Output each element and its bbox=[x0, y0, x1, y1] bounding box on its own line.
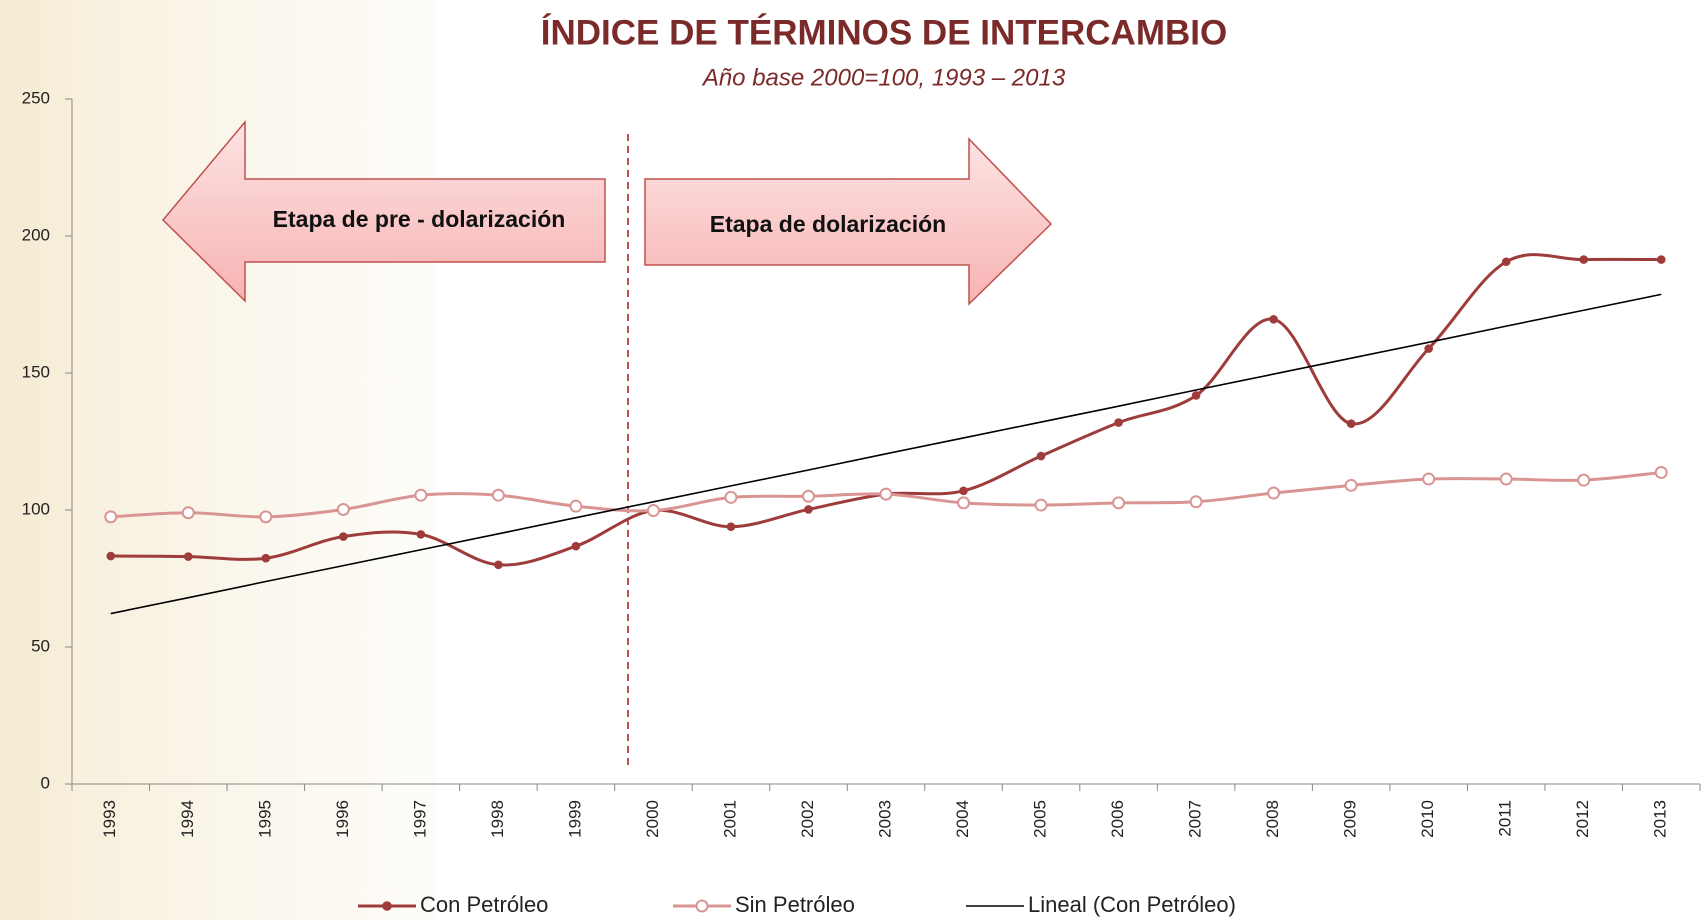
arrow-right bbox=[644, 137, 1053, 306]
y-tick-label: 0 bbox=[41, 773, 50, 792]
data-point bbox=[1577, 473, 1591, 487]
x-tick-label: 1997 bbox=[410, 800, 429, 838]
data-point bbox=[1579, 255, 1589, 264]
data-point bbox=[1114, 418, 1123, 427]
x-tick-label: 1996 bbox=[333, 800, 352, 838]
x-tick-label: 2011 bbox=[1496, 800, 1515, 837]
data-point bbox=[181, 506, 195, 520]
legend-marker bbox=[382, 901, 392, 911]
x-tick-label: 2000 bbox=[643, 800, 662, 838]
data-point bbox=[1346, 419, 1356, 428]
data-point bbox=[259, 510, 273, 524]
data-point bbox=[1269, 314, 1278, 324]
x-tick-label: 2012 bbox=[1573, 800, 1592, 838]
data-point bbox=[183, 552, 193, 561]
x-tick-label: 1993 bbox=[100, 800, 119, 838]
y-tick-label: 250 bbox=[22, 88, 50, 107]
x-tick-label: 1998 bbox=[488, 800, 507, 838]
data-point bbox=[339, 532, 348, 541]
data-point bbox=[1501, 257, 1511, 267]
x-tick-label: 1999 bbox=[565, 800, 584, 838]
data-point bbox=[261, 553, 271, 563]
x-tick-label: 2007 bbox=[1186, 800, 1205, 838]
x-tick-label: 2003 bbox=[875, 800, 894, 838]
x-tick-label: 2006 bbox=[1108, 800, 1127, 838]
data-point bbox=[569, 499, 583, 513]
data-point bbox=[879, 487, 893, 501]
legend-label: Lineal (Con Petróleo) bbox=[1028, 892, 1236, 917]
data-point bbox=[491, 488, 505, 502]
data-point bbox=[724, 490, 738, 504]
data-point bbox=[416, 530, 426, 539]
data-point bbox=[804, 505, 813, 514]
arrow-left bbox=[161, 119, 606, 303]
series-line bbox=[110, 293, 1662, 615]
data-point bbox=[959, 486, 968, 496]
data-point bbox=[1499, 472, 1513, 486]
data-point bbox=[1344, 478, 1358, 492]
x-tick-label: 2010 bbox=[1418, 800, 1437, 838]
x-tick-label: 2002 bbox=[798, 800, 817, 838]
x-tick-label: 1995 bbox=[255, 800, 274, 838]
data-point bbox=[106, 551, 116, 561]
annotation: Etapa de pre - dolarización bbox=[273, 206, 566, 232]
annotation: Etapa de dolarización bbox=[710, 211, 946, 237]
data-point bbox=[1422, 472, 1436, 486]
x-tick-label: 2008 bbox=[1263, 800, 1282, 838]
x-tick-label: 2004 bbox=[953, 800, 972, 838]
y-tick-label: 200 bbox=[22, 225, 50, 244]
data-point bbox=[414, 488, 428, 502]
y-tick-label: 150 bbox=[22, 362, 50, 381]
x-tick-label: 2013 bbox=[1651, 800, 1670, 838]
legend-label: Sin Petróleo bbox=[735, 892, 855, 917]
data-point bbox=[571, 541, 581, 551]
data-point bbox=[726, 522, 736, 532]
legend-marker bbox=[695, 899, 709, 913]
data-point bbox=[494, 560, 503, 570]
chart-subtitle: Año base 2000=100, 1993 – 2013 bbox=[701, 64, 1066, 91]
data-point bbox=[1267, 486, 1281, 500]
data-point bbox=[1112, 496, 1126, 510]
chart-title: ÍNDICE DE TÉRMINOS DE INTERCAMBIO bbox=[541, 12, 1227, 52]
y-tick-label: 100 bbox=[22, 499, 50, 518]
data-point bbox=[1036, 451, 1046, 461]
data-point bbox=[1654, 465, 1668, 479]
legend-label: Con Petróleo bbox=[420, 892, 548, 917]
background-decoration bbox=[0, 0, 437, 920]
data-point bbox=[957, 496, 971, 510]
data-point bbox=[646, 504, 660, 518]
data-point bbox=[104, 510, 118, 524]
x-tick-label: 1994 bbox=[178, 800, 197, 838]
data-point bbox=[801, 489, 815, 503]
data-point bbox=[1424, 344, 1433, 353]
data-point bbox=[1034, 498, 1048, 512]
data-point bbox=[336, 502, 350, 516]
series-line bbox=[110, 253, 1662, 567]
x-tick-label: 2001 bbox=[720, 800, 739, 838]
x-tick-label: 2005 bbox=[1031, 800, 1050, 838]
x-tick-label: 2009 bbox=[1341, 800, 1360, 838]
data-point bbox=[1656, 255, 1666, 264]
data-point bbox=[1189, 495, 1203, 509]
y-tick-label: 50 bbox=[31, 636, 50, 655]
data-point bbox=[1191, 391, 1201, 400]
